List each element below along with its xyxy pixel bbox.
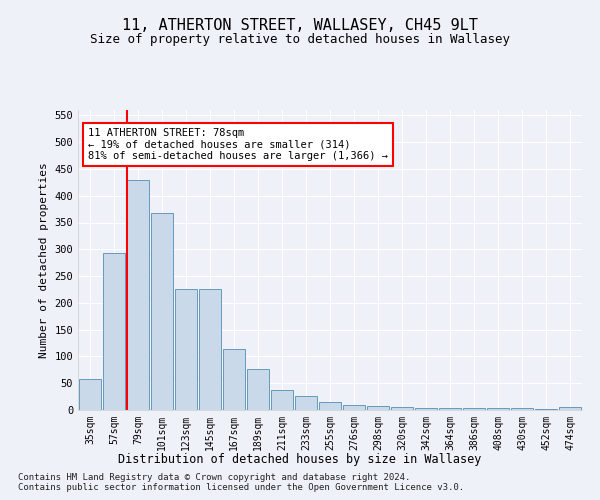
Bar [295, 396, 317, 410]
Text: 11, ATHERTON STREET, WALLASEY, CH45 9LT: 11, ATHERTON STREET, WALLASEY, CH45 9LT [122, 18, 478, 32]
Bar [343, 404, 365, 410]
Bar [415, 408, 437, 410]
Bar [79, 380, 101, 410]
Bar [223, 350, 245, 410]
Bar [487, 408, 509, 410]
Bar [319, 402, 341, 410]
Bar [463, 408, 485, 410]
Bar [391, 408, 413, 410]
Bar [103, 253, 125, 410]
Bar [271, 390, 293, 410]
Bar [439, 408, 461, 410]
Text: Distribution of detached houses by size in Wallasey: Distribution of detached houses by size … [118, 452, 482, 466]
Y-axis label: Number of detached properties: Number of detached properties [39, 162, 49, 358]
Bar [559, 408, 581, 410]
Bar [511, 408, 533, 410]
Bar [247, 370, 269, 410]
Bar [199, 290, 221, 410]
Text: Size of property relative to detached houses in Wallasey: Size of property relative to detached ho… [90, 32, 510, 46]
Bar [175, 290, 197, 410]
Bar [151, 213, 173, 410]
Text: 11 ATHERTON STREET: 78sqm
← 19% of detached houses are smaller (314)
81% of semi: 11 ATHERTON STREET: 78sqm ← 19% of detac… [88, 128, 388, 161]
Text: Contains public sector information licensed under the Open Government Licence v3: Contains public sector information licen… [18, 483, 464, 492]
Bar [127, 180, 149, 410]
Bar [535, 409, 557, 410]
Bar [367, 406, 389, 410]
Text: Contains HM Land Registry data © Crown copyright and database right 2024.: Contains HM Land Registry data © Crown c… [18, 473, 410, 482]
